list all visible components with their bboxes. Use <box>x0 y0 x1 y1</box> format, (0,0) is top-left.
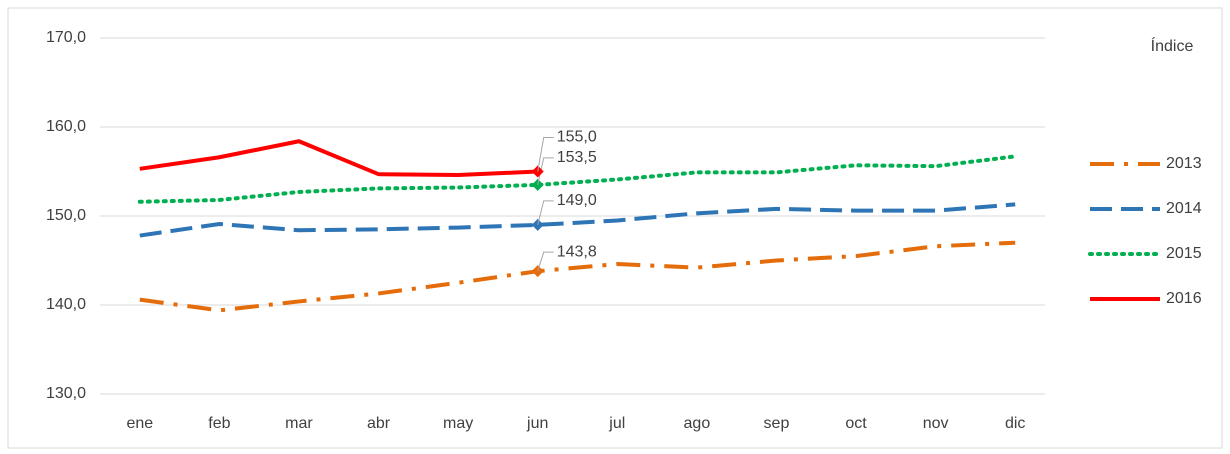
leader-line <box>537 137 554 172</box>
legend-label: 2013 <box>1166 155 1202 172</box>
x-tick-label: jul <box>608 415 625 432</box>
x-tick-label: nov <box>923 415 949 432</box>
y-tick-label: 150,0 <box>46 207 86 224</box>
x-tick-label: jun <box>526 415 548 432</box>
data-label: 153,5 <box>557 149 597 166</box>
series-line <box>139 139 538 178</box>
series-line <box>139 240 1016 313</box>
leader-line <box>537 200 554 226</box>
y-tick-label: 160,0 <box>46 118 86 135</box>
series-line <box>137 154 1018 204</box>
legend-label: 2016 <box>1166 290 1202 307</box>
data-label: 143,8 <box>557 243 597 260</box>
x-tick-label: mar <box>285 415 313 432</box>
legend-label: 2015 <box>1166 245 1202 262</box>
x-tick-label: ene <box>126 415 153 432</box>
y-tick-label: 130,0 <box>46 385 86 402</box>
x-tick-label: sep <box>764 415 790 432</box>
leader-line <box>537 251 554 272</box>
x-tick-label: dic <box>1005 415 1025 432</box>
series-line <box>139 202 1016 238</box>
legend-label: 2014 <box>1166 200 1202 217</box>
chart-frame <box>7 7 1223 449</box>
y-tick-label: 140,0 <box>46 296 86 313</box>
legend-title: Índice <box>1151 36 1194 55</box>
x-tick-label: may <box>443 415 473 432</box>
x-tick-label: feb <box>208 415 230 432</box>
data-label: 155,0 <box>557 129 597 146</box>
data-label: 149,0 <box>557 192 597 209</box>
leader-line <box>537 157 554 185</box>
x-tick-label: oct <box>845 415 867 432</box>
x-tick-label: ago <box>684 415 711 432</box>
x-tick-label: abr <box>367 415 391 432</box>
y-tick-label: 170,0 <box>46 29 86 46</box>
